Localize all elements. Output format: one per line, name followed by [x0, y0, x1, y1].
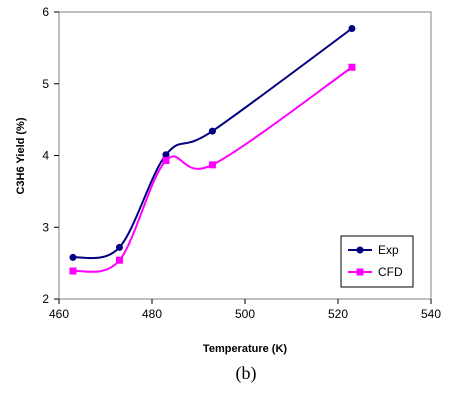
axes: 460 480 500 520 540 2 3 4 5 6	[42, 5, 441, 321]
legend: Exp CFD	[340, 235, 414, 288]
y-tick-label: 4	[42, 149, 49, 163]
series-line-cfd	[72, 66, 353, 273]
x-tick-label: 480	[142, 307, 162, 321]
y-axis-title: C3H6 Yield (%)	[15, 117, 27, 194]
data-point-exp	[115, 243, 123, 251]
y-tick-label: 5	[42, 77, 49, 91]
data-point-cfd	[115, 256, 123, 264]
data-point-cfd	[348, 63, 356, 71]
data-point-exp	[348, 25, 356, 33]
figure-caption: (b)	[236, 363, 257, 384]
x-tick-label: 460	[49, 307, 69, 321]
legend-label-cfd: CFD	[378, 265, 403, 279]
legend-marker-cfd	[356, 268, 364, 276]
series-layer	[69, 25, 356, 275]
legend-box	[340, 235, 414, 288]
x-tick-label: 540	[421, 307, 441, 321]
data-point-exp	[69, 253, 77, 261]
data-point-cfd	[208, 161, 216, 169]
series-line-exp	[72, 27, 353, 260]
y-tick-label: 2	[42, 292, 49, 306]
x-tick-label: 500	[235, 307, 255, 321]
legend-marker-exp	[356, 246, 364, 254]
data-point-exp	[162, 151, 170, 159]
data-point-cfd	[162, 157, 170, 165]
y-tick-label: 3	[42, 220, 49, 234]
x-axis-title: Temperature (K)	[203, 343, 287, 355]
data-point-cfd	[69, 267, 77, 275]
data-point-exp	[208, 127, 216, 135]
legend-label-exp: Exp	[378, 243, 399, 257]
y-tick-label: 6	[42, 5, 49, 19]
x-tick-label: 520	[328, 307, 348, 321]
